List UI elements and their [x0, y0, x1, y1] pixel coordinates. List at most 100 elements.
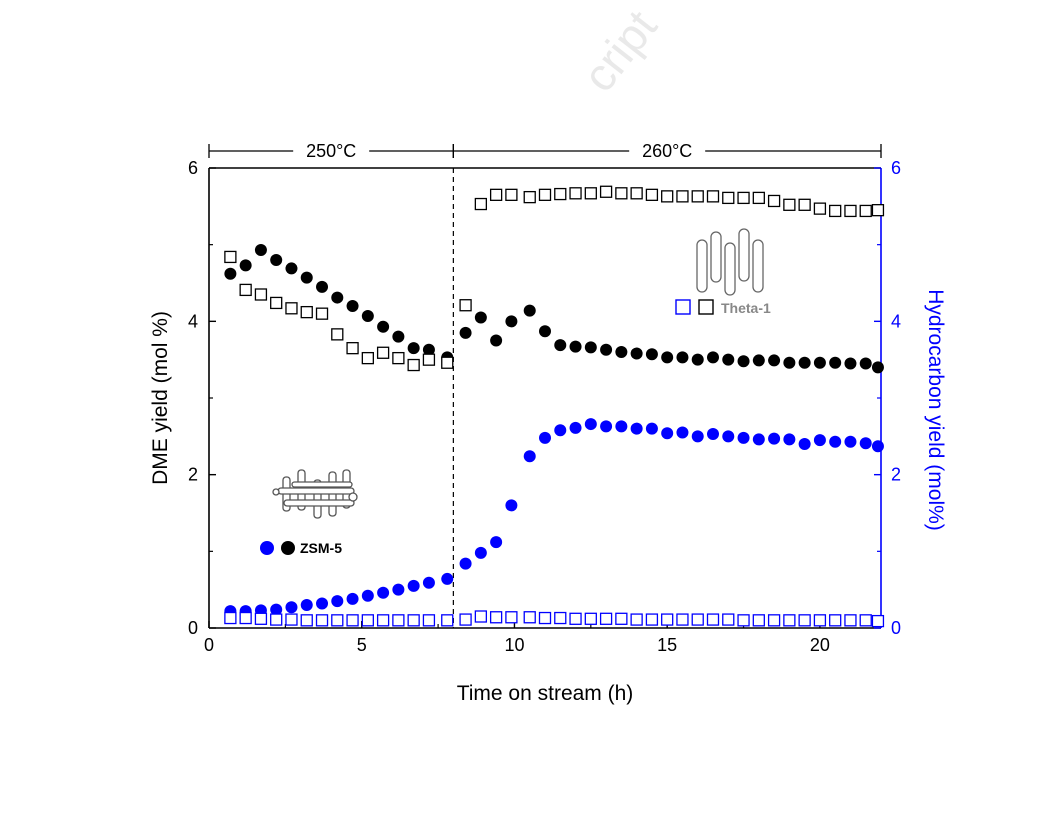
temperature-bracket: 250°C 260°C	[208, 141, 882, 161]
temperature-label: 250°C	[306, 141, 356, 161]
data-point	[615, 420, 628, 433]
data-point	[539, 431, 551, 444]
data-point	[829, 435, 842, 448]
data-point	[376, 346, 390, 359]
data-point	[300, 305, 313, 319]
data-point	[844, 204, 857, 218]
x-tick-label: 5	[357, 635, 367, 655]
data-point	[316, 280, 329, 293]
data-point	[331, 614, 344, 627]
data-point	[661, 427, 674, 440]
data-point	[615, 612, 628, 625]
data-point	[661, 190, 674, 203]
data-point	[722, 191, 735, 205]
data-point	[630, 422, 643, 435]
data-point	[645, 188, 659, 201]
data-point	[489, 611, 503, 624]
data-point	[584, 418, 597, 431]
data-point	[285, 262, 298, 275]
data-point	[768, 354, 781, 367]
data-point	[676, 190, 689, 203]
data-point	[691, 353, 704, 366]
data-point	[376, 614, 390, 627]
data-point	[224, 267, 237, 280]
data-point	[474, 546, 487, 559]
data-point	[767, 614, 781, 627]
data-point	[407, 358, 420, 372]
data-point	[767, 194, 781, 208]
data-point	[505, 499, 518, 512]
data-point	[474, 197, 488, 211]
x-tick-label: 0	[204, 635, 214, 655]
data-point	[630, 347, 643, 360]
y-tick-label: 4	[188, 311, 198, 331]
data-point	[871, 204, 885, 217]
data-point	[316, 597, 329, 610]
data-point	[691, 430, 704, 443]
data-point	[871, 440, 884, 453]
data-point	[722, 613, 735, 626]
data-point	[441, 614, 454, 627]
data-point	[737, 431, 750, 444]
data-point	[331, 328, 344, 341]
series-zsm-5-hydrocarbon	[224, 418, 884, 618]
data-point	[505, 611, 518, 624]
axes	[208, 167, 882, 629]
data-point	[523, 611, 536, 624]
data-point	[300, 271, 313, 284]
data-point	[859, 614, 872, 627]
data-point	[645, 422, 658, 435]
data-point	[346, 614, 359, 627]
data-point	[224, 250, 237, 264]
data-point	[737, 355, 750, 368]
data-point	[645, 348, 658, 361]
data-point	[752, 433, 765, 446]
data-point	[554, 611, 567, 625]
data-point	[361, 614, 374, 627]
data-point	[422, 343, 435, 356]
data-point	[422, 576, 435, 589]
data-point	[361, 309, 374, 322]
data-point	[676, 351, 689, 364]
watermark-text: cript	[572, 0, 667, 101]
legend-theta1-blue-marker	[675, 299, 691, 315]
data-point	[377, 586, 390, 599]
data-point	[630, 187, 643, 200]
data-point	[300, 614, 313, 627]
data-point	[768, 432, 781, 445]
data-point	[707, 428, 719, 441]
data-point	[844, 357, 857, 370]
data-point	[691, 190, 704, 203]
legend-theta1-label: Theta-1	[721, 300, 771, 316]
data-point	[538, 188, 552, 201]
data-point	[569, 612, 582, 625]
data-point	[630, 613, 643, 626]
data-point	[422, 353, 436, 366]
data-point	[346, 592, 359, 605]
data-point	[706, 613, 720, 626]
data-point	[783, 614, 796, 627]
data-point	[783, 356, 796, 369]
data-point	[392, 614, 405, 627]
data-point	[392, 330, 405, 343]
data-point	[254, 288, 268, 301]
data-point	[441, 572, 454, 585]
data-point	[691, 613, 704, 626]
data-point	[377, 320, 390, 333]
data-point	[407, 342, 420, 355]
theta1-channels-icon	[696, 228, 764, 296]
data-point	[459, 326, 472, 339]
data-point	[859, 204, 872, 218]
data-point	[813, 614, 827, 627]
data-point	[829, 614, 842, 627]
data-point	[722, 353, 735, 366]
data-point	[239, 611, 252, 625]
data-point	[569, 421, 582, 434]
data-point	[859, 437, 872, 450]
data-point	[584, 612, 597, 625]
data-point	[798, 356, 811, 369]
data-point	[505, 315, 518, 328]
data-point	[798, 198, 811, 211]
data-point	[523, 190, 536, 204]
